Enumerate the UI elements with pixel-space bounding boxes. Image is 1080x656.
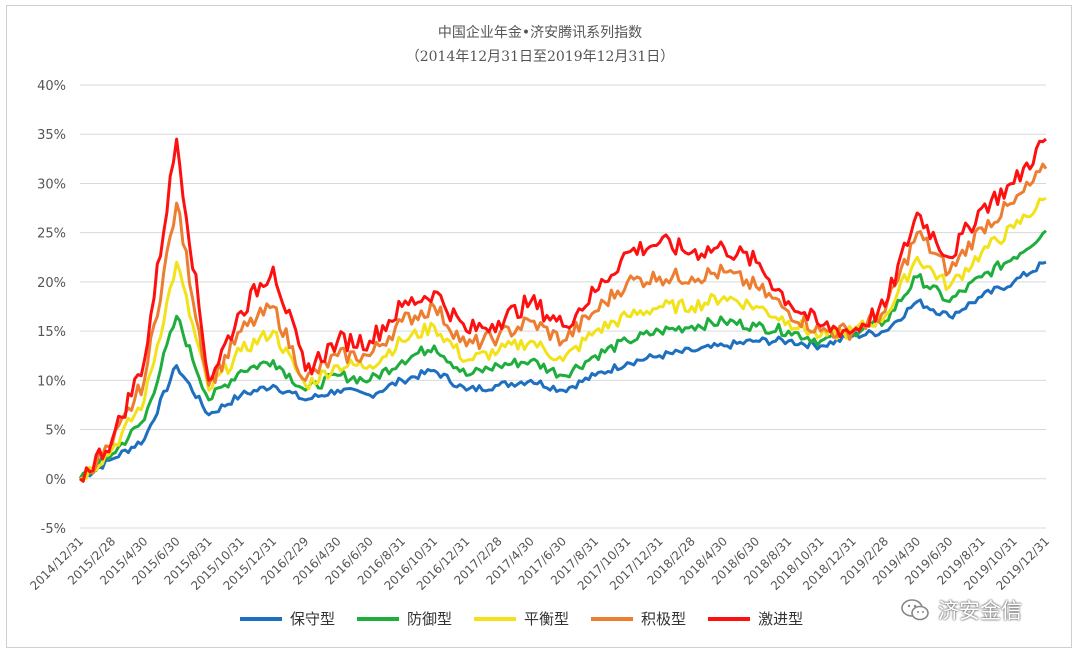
legend-label: 防御型 [407,610,453,628]
y-tick-label: 10% [37,374,66,389]
legend-item: 积极型 [591,608,686,629]
y-tick-label: 5% [45,424,66,439]
y-tick-label: 15% [37,325,66,340]
y-tick-label: -5% [41,522,66,537]
legend-item: 保守型 [240,608,335,629]
series-line-5 [79,137,1047,483]
legend-item: 激进型 [708,608,803,629]
legend-label: 平衡型 [524,610,570,628]
series-lines [78,137,1048,483]
legend-item: 平衡型 [474,608,569,629]
wechat-icon [901,599,929,621]
legend-swatch [357,616,400,621]
legend-swatch [708,616,751,621]
y-tick-label: 20% [37,276,66,291]
legend-label: 保守型 [290,610,336,628]
chart-subtitle: （2014年12月31日至2019年12月31日） [405,49,675,65]
y-axis-ticks: 40% 35% 30% 25% 20% 15% 10% 5% 0% -5% [37,79,66,537]
y-tick-label: 40% [37,79,66,94]
watermark: 济安金信 [900,595,1022,625]
chart-title: 中国企业年金•济安腾讯系列指数 [437,25,643,41]
series-line-2 [78,229,1047,480]
y-tick-label: 35% [37,128,66,143]
series-line-3 [79,196,1047,481]
x-axis-ticks: 2014/12/312015/2/282015/4/302015/6/30201… [27,534,1052,593]
legend-label: 激进型 [758,610,804,628]
series-line-1 [79,260,1047,481]
legend-swatch [591,616,634,621]
legend: 保守型 防御型 平衡型 积极型 激进型 [240,608,803,629]
legend-item: 防御型 [357,608,452,629]
legend-swatch [240,616,282,621]
series-line-4 [79,162,1048,483]
y-tick-label: 30% [37,177,66,192]
watermark-text: 济安金信 [938,599,1022,623]
legend-swatch [474,616,517,621]
y-tick-label: 25% [37,227,66,242]
grid [80,84,1046,529]
legend-label: 积极型 [641,610,687,628]
y-tick-label: 0% [45,473,66,488]
